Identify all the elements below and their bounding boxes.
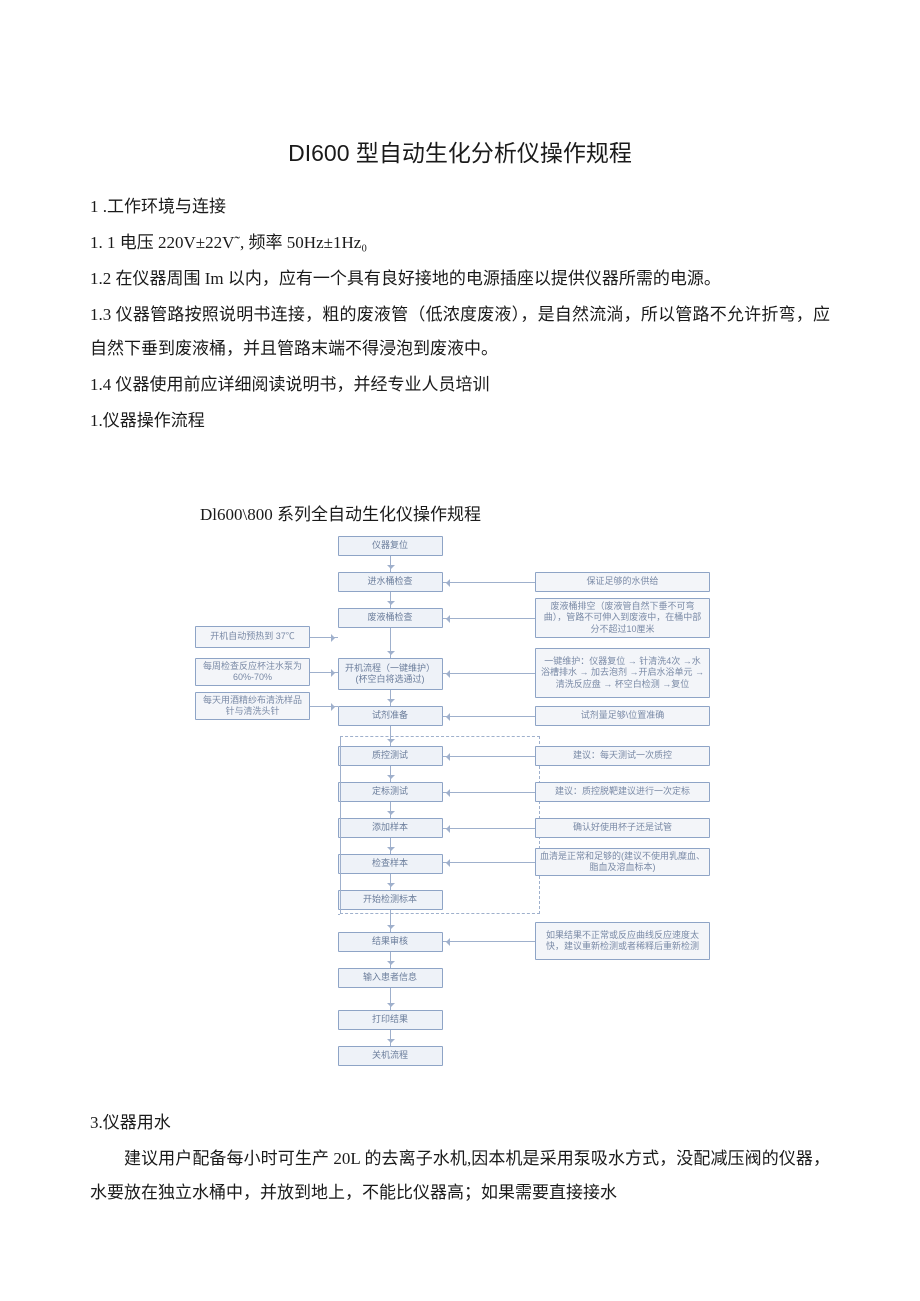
- flow-connector: [390, 952, 391, 968]
- flow-connector: [390, 726, 391, 746]
- flowchart: 仪器复位进水桶检查废液桶检查开机流程（一键维护） (杯空白将选通过) 试剂准备质控…: [190, 536, 730, 1096]
- flowchart-title: Dl600\800 系列全自动生化仪操作规程: [200, 498, 830, 532]
- flow-connector: [390, 592, 391, 608]
- n_reset: 仪器复位: [338, 536, 443, 556]
- section-3-heading: 3.仪器用水: [90, 1106, 830, 1140]
- r_maint: 一键维护：仪器复位 → 针清洗4次 →水浴槽排水 → 加去泡剂 →开启水浴单元 …: [535, 648, 710, 698]
- section-2-heading: 1.仪器操作流程: [90, 404, 830, 438]
- n_qc: 质控测试: [338, 746, 443, 766]
- flow-connector: [443, 941, 536, 942]
- flow-connector: [443, 618, 536, 619]
- flow-connector: [443, 862, 536, 863]
- r_reagent: 试剂量足够\位置准确: [535, 706, 710, 726]
- flow-connector: [390, 628, 391, 658]
- n_start: 开始检测标本: [338, 890, 443, 910]
- r_waste: 废液桶排空（废液管自然下垂不可弯曲），管路不可伸入到废液中，在桶中部分不超过10…: [535, 598, 710, 638]
- r_cal: 建议：质控脱靶建议进行一次定标: [535, 782, 710, 802]
- document-page: DI600 型自动生化分析仪操作规程 1 .工作环境与连接 1. 1 电压 22…: [0, 0, 920, 1272]
- n_print: 打印结果: [338, 1010, 443, 1030]
- n_boot: 开机流程（一键维护） (杯空白将选通过): [338, 658, 443, 690]
- flow-connector: [390, 802, 391, 818]
- n_waste: 废液桶检查: [338, 608, 443, 628]
- flow-connector: [390, 556, 391, 572]
- flow-connector: [390, 910, 391, 932]
- flow-connector: [443, 716, 536, 717]
- n_shutdown: 关机流程: [338, 1046, 443, 1066]
- section-3-body: 建议用户配备每小时可生产 20L 的去离子水机,因本机是采用泵吸水方式，没配减压…: [90, 1142, 830, 1210]
- n_cal: 定标测试: [338, 782, 443, 802]
- flow-connector: [338, 914, 341, 915]
- item-1-2: 1.2 在仪器周围 Im 以内，应有一个具有良好接地的电源插座以提供仪器所需的电…: [90, 262, 830, 296]
- n_check: 检查样本: [338, 854, 443, 874]
- item-1-1: 1. 1 电压 220V±22V˜, 频率 50Hz±1Hz₀: [90, 226, 830, 260]
- r_qc: 建议：每天测试一次质控: [535, 746, 710, 766]
- flow-connector: [310, 706, 338, 707]
- flow-connector: [390, 988, 391, 1010]
- doc-title: DI600 型自动生化分析仪操作规程: [90, 130, 830, 176]
- l_weekly: 每周检查反应杯注水泵为60%-70%: [195, 658, 310, 686]
- item-1-4: 1.4 仪器使用前应详细阅读说明书，并经专业人员培训: [90, 368, 830, 402]
- section-1-heading: 1 .工作环境与连接: [90, 190, 830, 224]
- flow-connector: [310, 672, 338, 673]
- flow-connector: [390, 874, 391, 890]
- n_reagent: 试剂准备: [338, 706, 443, 726]
- flow-connector: [443, 673, 536, 674]
- flow-connector: [390, 838, 391, 854]
- flow-connector: [340, 736, 341, 914]
- flow-connector: [310, 637, 338, 638]
- flow-connector: [443, 582, 536, 583]
- flow-connector: [390, 766, 391, 782]
- l_daily: 每天用酒精纱布清洗样品针与清洗头针: [195, 692, 310, 720]
- r_add: 确认好使用杯子还是试管: [535, 818, 710, 838]
- n_review: 结果审核: [338, 932, 443, 952]
- flow-connector: [443, 828, 536, 829]
- item-1-3: 1.3 仪器管路按照说明书连接，粗的废液管（低浓度废液），是自然流淌，所以管路不…: [90, 298, 830, 366]
- n_water: 进水桶检查: [338, 572, 443, 592]
- n_patient: 输入患者信息: [338, 968, 443, 988]
- flow-connector: [390, 1030, 391, 1046]
- r_review: 如果结果不正常或反应曲线反应速度太快，建议重新检测或者稀释后重新检测: [535, 922, 710, 960]
- flow-connector: [443, 756, 536, 757]
- n_addsample: 添加样本: [338, 818, 443, 838]
- r_supply: 保证足够的水供给: [535, 572, 710, 592]
- r_check: 血清是正常和足够的(建议不使用乳糜血、脂血及溶血标本): [535, 848, 710, 876]
- l_preheat: 开机自动预热到 37℃: [195, 626, 310, 648]
- flow-connector: [390, 690, 391, 706]
- flow-connector: [443, 792, 536, 793]
